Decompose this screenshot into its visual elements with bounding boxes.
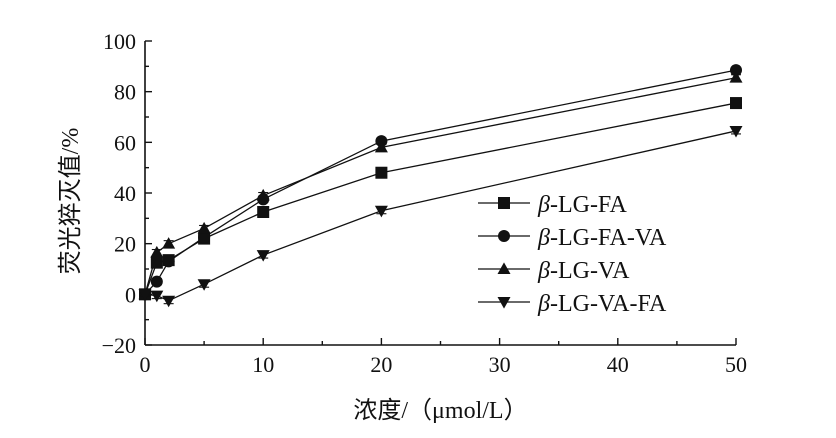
y-tick-label: 0: [125, 282, 136, 307]
data-point: [162, 295, 176, 308]
data-point: [257, 206, 270, 218]
x-tick-label: 20: [370, 352, 392, 377]
series-line: [144, 130, 737, 302]
legend-marker: [498, 230, 510, 242]
legend-label: β-LG-VA: [537, 258, 630, 284]
series-β-LG-VA: [138, 71, 743, 300]
data-point: [374, 205, 388, 218]
y-tick-label: −20: [102, 333, 136, 358]
data-point: [729, 125, 743, 138]
y-tick-label: 20: [114, 232, 136, 257]
y-tick-label: 80: [114, 80, 136, 105]
data-point: [162, 255, 175, 268]
legend-item: β-LG-VA: [478, 258, 630, 284]
series-line: [144, 77, 737, 295]
data-point: [162, 237, 176, 249]
legend-marker: [497, 262, 511, 274]
x-tick-label: 10: [252, 352, 274, 377]
y-tick-label: 40: [114, 181, 136, 206]
data-point: [197, 221, 211, 234]
legend-label: β-LG-VA-FA: [537, 291, 667, 317]
series-line: [144, 102, 737, 295]
series-line: [144, 69, 737, 295]
legend-label: β-LG-FA: [537, 192, 627, 218]
data-point: [150, 275, 163, 288]
legend-marker: [497, 297, 511, 309]
y-tick-label: 60: [114, 130, 136, 155]
legend-item: β-LG-FA-VA: [478, 225, 667, 251]
series-β-LG-FA: [139, 97, 742, 301]
data-point: [150, 256, 163, 269]
x-axis-title: 浓度/（μmol/L）: [353, 397, 527, 424]
x-tick-label: 30: [489, 352, 511, 377]
data-point: [197, 279, 211, 291]
legend-item: β-LG-VA-FA: [478, 291, 667, 317]
series-β-LG-FA-VA: [139, 64, 742, 301]
data-point: [374, 140, 388, 153]
legend-item: β-LG-FA: [478, 192, 627, 218]
data-point: [256, 250, 270, 262]
series-β-LG-VA-FA: [138, 125, 743, 308]
data-point: [375, 166, 388, 179]
y-tick-label: 100: [103, 29, 136, 54]
data-point: [150, 290, 164, 303]
series-layer: [138, 64, 743, 308]
data-point: [730, 97, 742, 110]
legend: β-LG-FA β-LG-FA-VA β-LG-VA β-LG-VA-FA: [478, 192, 667, 317]
x-tick-label: 40: [607, 352, 629, 377]
data-point: [256, 188, 270, 201]
data-point: [198, 231, 211, 244]
data-point: [729, 71, 743, 83]
y-axis-title: 荧光猝灭值/%: [57, 128, 84, 275]
legend-marker: [498, 197, 510, 209]
data-point: [150, 245, 164, 258]
data-point: [138, 289, 152, 301]
legend-label: β-LG-FA-VA: [537, 225, 667, 251]
data-point: [730, 64, 742, 77]
x-tick-label: 0: [140, 352, 151, 377]
x-tick-label: 50: [725, 352, 747, 377]
